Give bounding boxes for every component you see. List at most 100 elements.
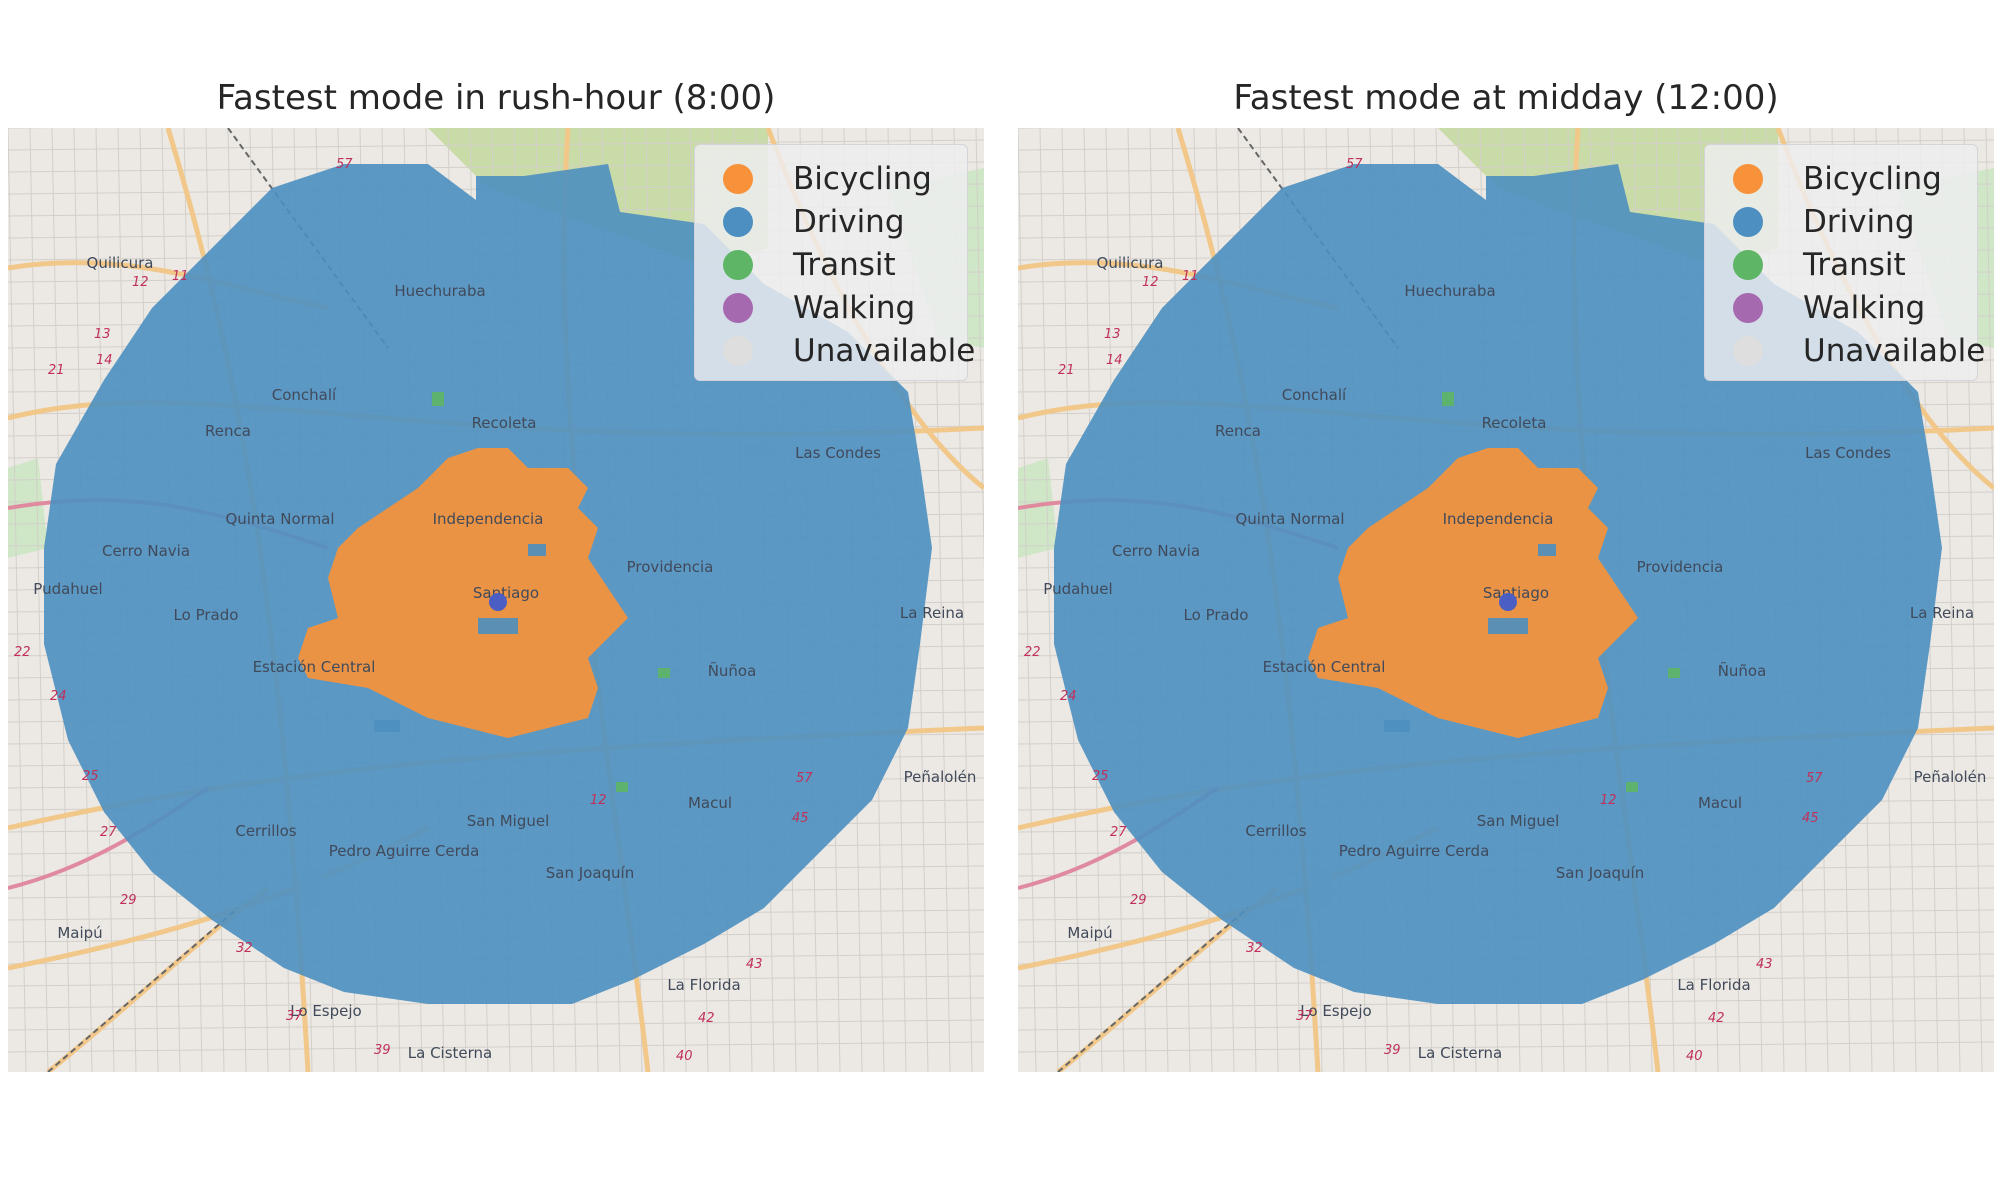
place-label: Huechuraba	[394, 282, 485, 300]
road-label: 39	[374, 1043, 391, 1058]
place-label: Lo Espejo	[290, 1002, 361, 1020]
road-label: 22	[1024, 645, 1041, 660]
legend-marker	[723, 292, 753, 323]
bicycling-area	[298, 448, 628, 738]
place-label: Santiago	[473, 584, 539, 602]
place-label: Recoleta	[1482, 414, 1547, 432]
driving-cell	[528, 544, 546, 556]
road-label: 12	[590, 793, 607, 808]
railway	[1237, 128, 1399, 349]
road-label: 29	[120, 893, 137, 908]
driving-cell	[1488, 618, 1528, 634]
legend: Bicycling Driving Transit Walking Unavailabl…	[1704, 144, 1985, 381]
legend-label: Walking	[793, 289, 916, 326]
place-label: Quilicura	[87, 254, 154, 272]
map-frame[interactable]: Quilicura Huechuraba Conchalí Recoleta Renca…	[1018, 128, 1994, 1072]
legend-item-walking: Walking	[1705, 286, 1977, 329]
transit-cell	[1668, 668, 1680, 678]
railway	[227, 128, 389, 349]
road-label: 40	[676, 1049, 693, 1064]
place-label: San Miguel	[467, 812, 550, 830]
place-label: La Cisterna	[1418, 1044, 1503, 1062]
road-label: 40	[1686, 1049, 1703, 1064]
legend-marker	[723, 163, 753, 194]
transit-cell	[1626, 782, 1638, 792]
road-label: 57	[1346, 157, 1363, 172]
transit-cell	[432, 392, 444, 406]
legend-marker	[1733, 249, 1763, 280]
place-label: Las Condes	[795, 444, 881, 462]
road-label: 24	[1060, 689, 1077, 704]
place-label: Macul	[1698, 794, 1742, 812]
place-label: Providencia	[1637, 558, 1724, 576]
place-label: Maipú	[57, 924, 102, 942]
place-label: Maipú	[1067, 924, 1112, 942]
place-label: Lo Prado	[1184, 606, 1249, 624]
place-label: Cerrillos	[1245, 822, 1306, 840]
road-label: 37	[1296, 1009, 1313, 1024]
road-label: 25	[1092, 769, 1109, 784]
road-label: 22	[14, 645, 31, 660]
place-label: Conchalí	[272, 386, 337, 404]
place-label: Huechuraba	[1404, 282, 1495, 300]
place-label: Pudahuel	[1043, 580, 1112, 598]
legend-label: Bicycling	[1803, 160, 1942, 197]
place-label: Lo Espejo	[1300, 1002, 1371, 1020]
driving-cell	[1538, 544, 1556, 556]
place-label: Cerro Navia	[1112, 542, 1200, 560]
legend-item-unavailable: Unavailable	[1705, 329, 1985, 372]
road-label: 32	[236, 941, 253, 956]
road-label: 11	[172, 269, 189, 284]
place-label: San Miguel	[1477, 812, 1560, 830]
road-label: 12	[132, 275, 149, 290]
bicycling-area	[1308, 448, 1638, 738]
map-panel-midday: Fastest mode at midday (12:00) Quilicura…	[1018, 0, 1994, 1200]
legend-label: Driving	[793, 203, 905, 240]
transit-cell	[658, 668, 670, 678]
legend-label: Transit	[793, 246, 896, 283]
driving-cell	[1384, 720, 1410, 732]
legend-item-bicycling: Bicycling	[695, 157, 967, 200]
legend-marker	[723, 249, 753, 280]
road-label: 24	[50, 689, 67, 704]
place-label: Providencia	[627, 558, 714, 576]
legend: Bicycling Driving Transit Walking Unavailabl…	[694, 144, 975, 381]
road-label: 32	[1246, 941, 1263, 956]
driving-cell	[374, 720, 400, 732]
road-label: 43	[1756, 957, 1773, 972]
place-label: La Florida	[1677, 976, 1750, 994]
place-label: Las Condes	[1805, 444, 1891, 462]
road-label: 14	[1106, 353, 1123, 368]
panel-title: Fastest mode in rush-hour (8:00)	[216, 78, 776, 118]
road-label: 12	[1600, 793, 1617, 808]
road-label: 27	[1110, 825, 1127, 840]
road-label: 43	[746, 957, 763, 972]
place-label: Quinta Normal	[225, 510, 334, 528]
road-label: 42	[698, 1011, 715, 1026]
place-label: Conchalí	[1282, 386, 1347, 404]
place-label: La Florida	[667, 976, 740, 994]
panel-title: Fastest mode at midday (12:00)	[1233, 78, 1779, 118]
legend-marker	[1733, 206, 1763, 237]
legend-item-unavailable: Unavailable	[695, 329, 975, 372]
place-label: Quilicura	[1097, 254, 1164, 272]
legend-label: Walking	[1803, 289, 1926, 326]
place-label: Renca	[205, 422, 251, 440]
road-label: 12	[1142, 275, 1159, 290]
place-label: Peñalolén	[1914, 768, 1987, 786]
origin-marker	[489, 593, 507, 611]
legend-marker	[1733, 163, 1763, 194]
place-label: Pudahuel	[33, 580, 102, 598]
legend-label: Driving	[1803, 203, 1915, 240]
origin-marker	[1499, 593, 1517, 611]
place-label: La Reina	[900, 604, 964, 622]
place-label: Ñuñoa	[1718, 661, 1767, 680]
transit-cell	[616, 782, 628, 792]
road-label: 27	[100, 825, 117, 840]
road-label: 57	[1806, 771, 1823, 786]
place-label: Recoleta	[472, 414, 537, 432]
road-label: 14	[96, 353, 113, 368]
driving-cell	[478, 618, 518, 634]
place-label: Independencia	[1443, 510, 1554, 528]
map-frame[interactable]: Quilicura Huechuraba Conchalí Recoleta Renca…	[8, 128, 984, 1072]
